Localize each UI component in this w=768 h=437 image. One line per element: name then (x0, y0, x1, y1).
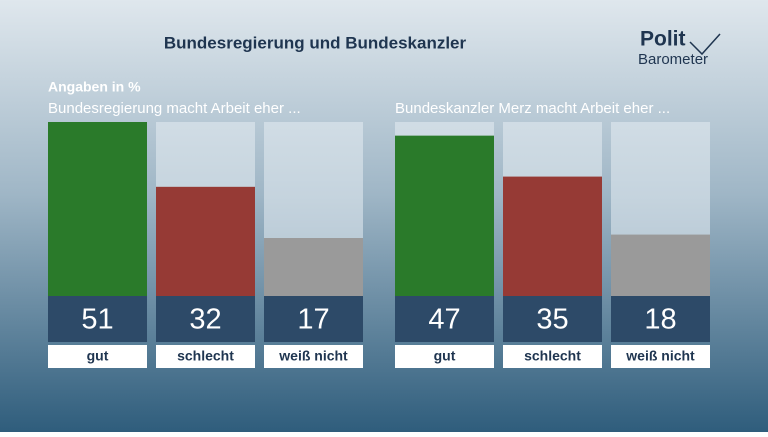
bar (156, 186, 255, 296)
value-box (395, 296, 494, 342)
category-box (48, 345, 147, 368)
category-box (503, 345, 602, 368)
value-label: 17 (297, 304, 329, 336)
value-box (48, 296, 147, 342)
note: Angaben in % (48, 79, 141, 95)
title: Bundesregierung und Bundeskanzler (164, 33, 467, 52)
value-label: 35 (536, 304, 568, 336)
bar (611, 234, 710, 296)
value-box (264, 296, 363, 342)
subtitle: Bundeskanzler Merz macht Arbeit eher ... (395, 100, 670, 117)
category-box (395, 345, 494, 368)
category-box (156, 345, 255, 368)
value-label: 47 (428, 304, 460, 336)
value-box (503, 296, 602, 342)
category-label: gut (434, 348, 456, 364)
value-label: 32 (189, 304, 221, 336)
category-box (264, 345, 363, 368)
value-box (611, 296, 710, 342)
logo-line: Barometer (638, 51, 708, 68)
bar (395, 135, 494, 296)
value-label: 51 (81, 304, 113, 336)
value-label: 18 (644, 304, 676, 336)
bar (503, 176, 602, 296)
category-label: weiß nicht (625, 348, 695, 364)
category-box (611, 345, 710, 368)
logo-check (689, 33, 721, 56)
bar (48, 122, 147, 296)
logo-line: Polit (640, 28, 686, 51)
category-label: weiß nicht (278, 348, 348, 364)
category-label: gut (87, 348, 109, 364)
category-label: schlecht (524, 348, 581, 364)
category-label: schlecht (177, 348, 234, 364)
bar (264, 238, 363, 296)
value-box (156, 296, 255, 342)
subtitle: Bundesregierung macht Arbeit eher ... (48, 100, 301, 117)
logo: Polit Barometer (638, 28, 721, 68)
